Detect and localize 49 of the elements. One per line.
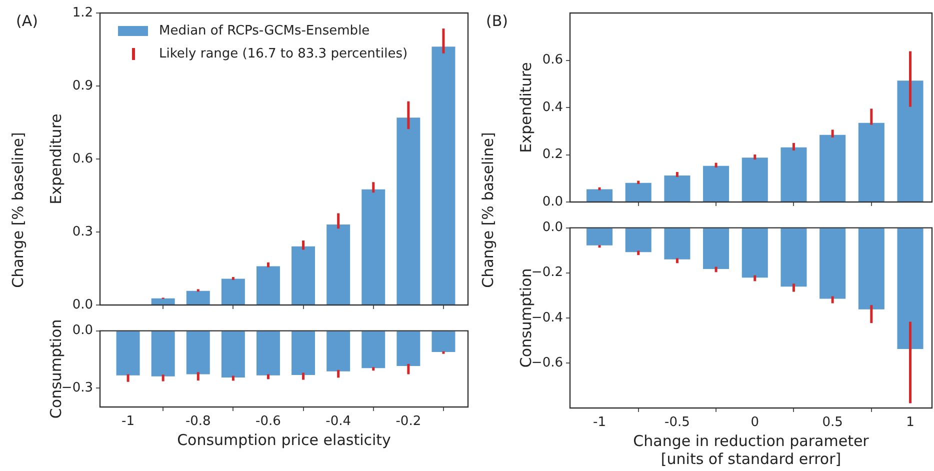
x-tick-label: -0.2	[396, 414, 422, 430]
bar	[326, 224, 350, 304]
bar	[292, 246, 316, 304]
bar	[742, 158, 768, 202]
x-tick-label: -0.8	[185, 414, 211, 430]
x-tick-label: 0	[750, 415, 760, 430]
x-tick-label: -0.4	[326, 414, 352, 430]
x-axis-title: Change in reduction parameter [units of standard error]	[633, 432, 870, 468]
y-axis-title: Expenditure	[46, 114, 65, 204]
y-tick-label: 0.2	[542, 147, 563, 162]
x-tick-label: 0.5	[822, 415, 843, 430]
y-tick-label: 0.3	[72, 224, 93, 240]
bar	[820, 134, 846, 202]
legend-label: Median of RCPs-GCMs-Ensemble	[159, 23, 370, 38]
x-tick-label: -1	[593, 415, 606, 430]
bar	[432, 46, 456, 304]
bar	[396, 118, 420, 304]
y-tick-label: 0.0	[72, 297, 93, 312]
y-tick-label: 1.2	[72, 5, 93, 20]
x-tick-label: -0.6	[256, 414, 281, 430]
bar	[586, 189, 613, 202]
text: Change [% baseline]	[479, 132, 497, 288]
bar	[362, 189, 386, 304]
bar	[221, 278, 245, 304]
y-tick-label: 0.9	[72, 78, 93, 94]
bar	[780, 147, 807, 202]
bar	[256, 266, 280, 304]
y-tick-label: 0.0	[542, 194, 563, 210]
annotation: Likely range (16.7 to 83.3 percentiles)	[159, 46, 408, 62]
bar	[151, 298, 175, 304]
y-tick-label: 0.0	[72, 323, 93, 338]
y-tick-label: 0.6	[72, 151, 93, 166]
x-axis-title: Consumption price elasticity	[177, 430, 392, 449]
y-tick-label: 0.0	[542, 220, 563, 236]
bar	[625, 182, 652, 202]
chart-title: (A)	[16, 12, 38, 30]
text: Change [% baseline]	[9, 132, 27, 288]
x-tick-label: -1	[122, 414, 135, 430]
bar	[186, 290, 210, 304]
bar	[664, 176, 690, 202]
bar	[703, 166, 730, 202]
chart-title: (B)	[486, 12, 508, 30]
y-tick-label: 0.6	[542, 52, 563, 68]
y-axis-title: Expenditure	[516, 62, 535, 153]
x-tick-label: 1	[906, 415, 914, 430]
y-tick-label: 0.4	[542, 100, 563, 115]
x-tick-label: -0.5	[664, 415, 690, 430]
bar	[858, 122, 884, 202]
bar	[897, 80, 924, 202]
